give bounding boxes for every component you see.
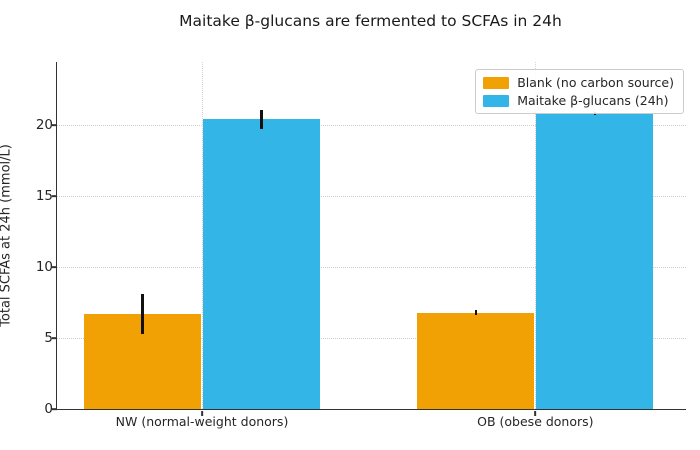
legend-swatch-blank (483, 76, 510, 89)
y-tick-label: 15 (35, 188, 53, 205)
y-tick-label: 5 (44, 330, 53, 347)
y-tick-label: 0 (44, 401, 53, 417)
bar-blank-ob (417, 312, 535, 409)
x-tick-mark (201, 411, 203, 416)
gridline-vertical (201, 62, 203, 409)
y-tick-label: 20 (35, 117, 53, 134)
y-tick-label: 10 (35, 259, 53, 276)
bar-maitake-ob (536, 113, 654, 409)
y-tick-mark (52, 266, 57, 268)
y-tick-mark (52, 124, 57, 126)
legend-row-blank: Blank (no carbon source) (483, 75, 674, 90)
x-category-label-nw: NW (normal-weight donors) (115, 414, 289, 429)
legend-label-blank: Blank (no carbon source) (517, 75, 674, 90)
plot-area: NW (normal-weight donors) OB (obese dono… (36, 62, 686, 429)
error-bar (141, 294, 144, 334)
gridline-horizontal (57, 196, 686, 198)
chart-title: Maitake β-glucans are fermented to SCFAs… (179, 12, 562, 30)
gridline-horizontal (57, 338, 686, 340)
error-bar (474, 309, 478, 316)
gridline-horizontal (57, 267, 686, 269)
gridline-horizontal (57, 125, 686, 127)
y-tick-mark (52, 408, 57, 410)
legend-row-maitake: Maitake β-glucans (24h) (483, 93, 674, 108)
bar-maitake-nw (202, 119, 320, 409)
y-axis-label: Total SCFAs at 24h (mmol/L) (0, 144, 14, 327)
error-bar (260, 109, 263, 130)
x-tick-mark (534, 411, 537, 416)
gridline-vertical (535, 62, 537, 409)
y-tick-mark (52, 195, 57, 197)
x-category-label-ob: OB (obese donors) (477, 414, 594, 429)
legend: Blank (no carbon source) Maitake β-gluca… (475, 69, 684, 114)
legend-swatch-maitake (483, 94, 510, 107)
legend-label-maitake: Maitake β-glucans (24h) (517, 93, 669, 108)
y-tick-mark (52, 337, 57, 339)
